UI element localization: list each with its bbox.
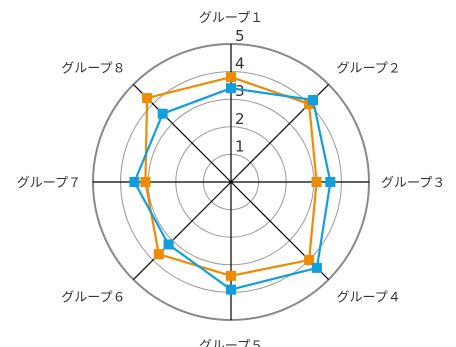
- series-2: [129, 83, 336, 295]
- category-label: グループ４: [336, 290, 400, 305]
- series-point: [226, 270, 236, 281]
- category-label: グループ８: [61, 62, 125, 77]
- category-label: グループ２: [336, 62, 400, 77]
- series-point: [226, 72, 236, 83]
- category-label: グループ６: [61, 290, 125, 305]
- series-point: [226, 284, 236, 295]
- category-label: グループ７: [17, 176, 81, 191]
- tick-label: 4: [235, 55, 245, 73]
- series-point: [140, 177, 151, 187]
- series-point: [157, 108, 168, 119]
- series-point: [311, 177, 322, 187]
- axis-line: [132, 181, 232, 281]
- series-point: [163, 239, 174, 250]
- category-label: グループ１: [199, 11, 263, 26]
- series-point: [153, 249, 164, 260]
- tick-label: 5: [235, 27, 245, 45]
- series-point: [307, 95, 318, 106]
- category-labels: グループ１ グループ２ グループ３ グループ４ グループ５ グループ６ グループ７ グループ８: [17, 11, 445, 347]
- series-point: [325, 177, 336, 187]
- series-point: [129, 177, 140, 187]
- series-point: [226, 83, 236, 94]
- series-point: [142, 93, 153, 104]
- series: [129, 72, 336, 295]
- tick-label: 2: [235, 110, 245, 128]
- series-point: [311, 262, 322, 273]
- tick-label: 3: [235, 82, 245, 100]
- category-label: グループ３: [381, 176, 445, 191]
- series-point: [304, 255, 315, 266]
- category-label: グループ５: [199, 339, 263, 347]
- tick-labels: 1 2 3 4 5: [235, 27, 245, 155]
- tick-label: 1: [235, 137, 245, 155]
